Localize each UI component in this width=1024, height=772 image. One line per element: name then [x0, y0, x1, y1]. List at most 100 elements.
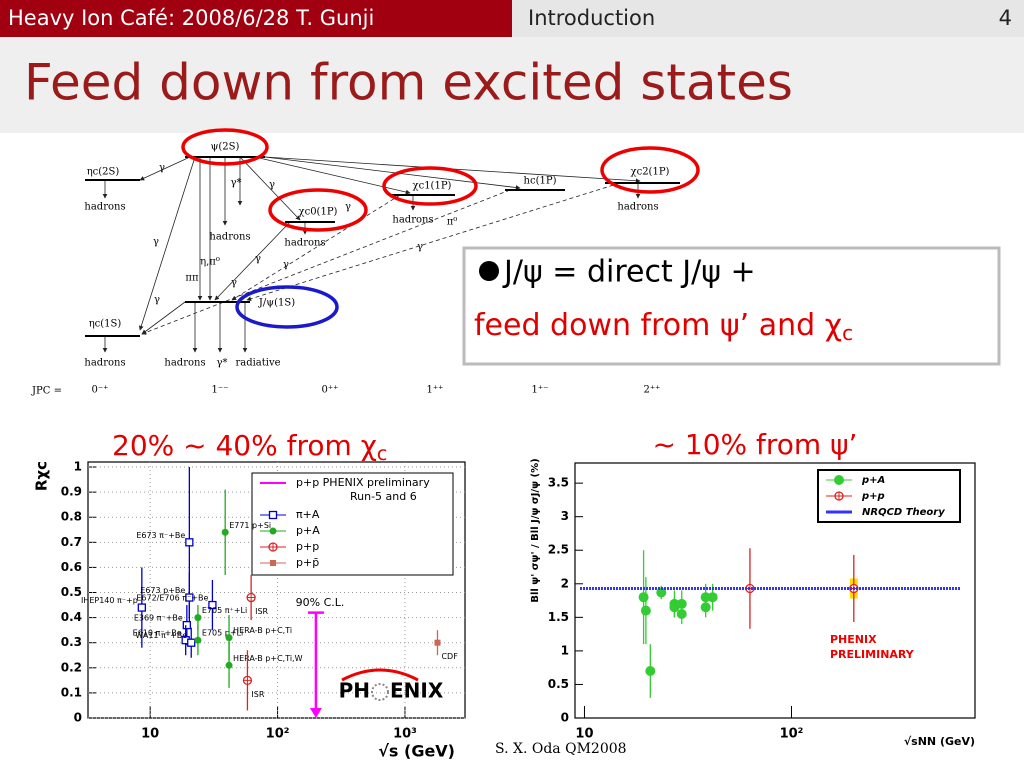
decay-label: γ: [231, 278, 237, 289]
decay-label: γ: [153, 237, 159, 248]
y-axis-label: Rχc: [33, 461, 51, 491]
jpc-value: 1⁺⁺: [427, 385, 444, 396]
legend-box: [251, 472, 454, 576]
y-tick-label: 0: [561, 711, 569, 725]
point-label: E369 π⁻+Be: [134, 614, 183, 623]
decay-label: γ: [417, 242, 423, 253]
jpc-value: 1⁺⁻: [532, 385, 549, 396]
legend-label: p+p̄: [296, 556, 319, 569]
point: [268, 542, 278, 552]
point: [270, 560, 276, 566]
state-label: χc2(1P): [631, 167, 670, 178]
y-tick-label: 1.5: [548, 610, 569, 624]
state-label: J/ψ(1S): [258, 298, 295, 309]
decay-label: radiative: [235, 358, 280, 369]
point-label: E673 π⁻+Be: [136, 531, 185, 540]
legend-label: NRQCD Theory: [862, 507, 945, 518]
decay-label: γ*: [217, 358, 228, 369]
legend-label: p+A: [296, 524, 320, 537]
bullet-box: [462, 246, 1001, 366]
state-label: χc1(1P): [413, 181, 452, 192]
point: [834, 475, 844, 485]
point: [269, 527, 277, 535]
y-tick-label: 0: [74, 711, 82, 725]
y-tick-label: 2: [561, 576, 569, 590]
annotation: 90% C.L.: [296, 596, 345, 609]
decay-label: hadrons: [284, 238, 325, 249]
decay-label: hadrons: [392, 215, 433, 226]
y-tick-label: 1: [561, 643, 569, 657]
highlight-ellipse: [268, 188, 368, 232]
point-label: E610 π⁻+Be: [133, 629, 182, 638]
point: [225, 661, 233, 669]
header-left: Heavy Ion Café: 2008/6/28 T. Gunji: [8, 6, 374, 30]
point: [638, 592, 649, 603]
legend-note: Run-5 and 6: [350, 490, 417, 503]
y-tick-label: 3: [561, 509, 569, 523]
point-label: E705 p+Li: [202, 629, 243, 638]
decay-label: γ: [159, 163, 165, 174]
highlight-ellipse: [181, 128, 269, 166]
point: [640, 605, 651, 616]
point-label: ISR: [251, 690, 264, 699]
point-label: E673 p+Be: [140, 586, 185, 595]
decay-label: hadrons: [164, 358, 205, 369]
point-label: E705 π⁺+Li: [202, 606, 247, 615]
jpc-label: JPC =: [31, 386, 62, 397]
marker-cross: [835, 492, 843, 500]
point: [700, 602, 711, 613]
plot-frame: [574, 462, 976, 719]
marker-cross: [247, 593, 256, 602]
caption-text: 20% ~ 40% from χ: [112, 429, 377, 462]
point: [221, 528, 229, 536]
logo-left: PH: [339, 679, 370, 703]
point-label: HERA-B p+C,Ti: [233, 626, 292, 635]
point: [194, 614, 202, 622]
logo-star: [371, 683, 389, 701]
x-tick-label: 10³: [393, 727, 417, 742]
transition-arrow: [239, 156, 301, 221]
transition-arrow: [139, 156, 191, 181]
page-number: 4: [999, 6, 1012, 30]
transition-arrow: [264, 156, 521, 190]
header-section: Introduction: [528, 6, 655, 30]
point-label: IHEP140 π⁻+p: [81, 596, 138, 605]
jpc-value: 0⁻⁺: [92, 385, 109, 396]
annotation: PRELIMINARY: [830, 648, 915, 661]
legend-label: p+A: [861, 475, 885, 486]
highlight-ellipse: [600, 146, 700, 194]
point: [185, 593, 194, 602]
decay-label: γ: [283, 260, 289, 271]
legend-label: p+p PHENIX preliminary: [296, 476, 430, 489]
highlight-ellipse: [382, 166, 478, 206]
transition-arrow: [231, 194, 401, 301]
decay-label: ππ: [185, 273, 199, 284]
marker-cross: [243, 676, 252, 685]
x-tick-label: 10: [575, 727, 593, 742]
point: [834, 491, 844, 501]
decay-label: hadrons: [209, 232, 250, 243]
highlight-ellipse: [235, 285, 339, 329]
point-label: E672/E706 π⁻+Be: [136, 594, 208, 603]
annotation: PHENIX: [830, 633, 877, 646]
point: [707, 592, 718, 603]
x-tick-label: 10²: [780, 727, 804, 742]
point: [434, 639, 441, 646]
point: [137, 603, 146, 612]
transition-arrow: [141, 189, 511, 335]
point: [656, 587, 667, 598]
decay-label: γ*: [231, 178, 242, 189]
logo-arc: [341, 668, 419, 682]
point: [225, 634, 233, 642]
point-label: HERA-B p+C,Ti,W: [233, 654, 303, 663]
point: [645, 666, 656, 677]
transition-arrow: [141, 301, 186, 335]
caption-left: 20% ~ 40% from χc: [112, 429, 387, 465]
bullet-line2: feed down from ψ’ and χc: [474, 308, 853, 345]
x-tick-label: 10²: [266, 727, 290, 742]
decay-label: γ: [154, 295, 160, 306]
y-tick-label: 0.2: [61, 660, 82, 674]
bullet-sub: c: [842, 321, 853, 345]
